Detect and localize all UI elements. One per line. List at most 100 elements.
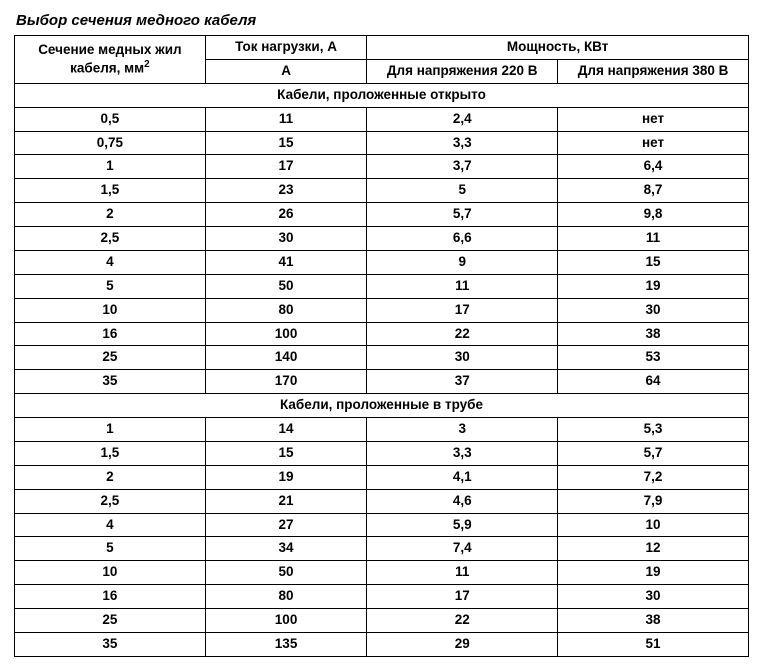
table-row: 0,5112,4нет	[15, 107, 749, 131]
table-cell: 10	[558, 513, 749, 537]
table-cell: 38	[558, 609, 749, 633]
table-row: 251002238	[15, 609, 749, 633]
table-cell: 9,8	[558, 203, 749, 227]
table-cell: 2	[15, 203, 206, 227]
table-cell: 100	[205, 322, 366, 346]
table-cell: 80	[205, 298, 366, 322]
table-row: 5501119	[15, 274, 749, 298]
table-cell: 80	[205, 585, 366, 609]
table-cell: 3,3	[367, 441, 558, 465]
table-cell: 6,6	[367, 227, 558, 251]
table-cell: 0,5	[15, 107, 206, 131]
table-cell: 53	[558, 346, 749, 370]
table-row: 161002238	[15, 322, 749, 346]
table-row: 2,5306,611	[15, 227, 749, 251]
table-cell: 5	[15, 274, 206, 298]
header-380v: Для напряжения 380 В	[558, 59, 749, 83]
table-cell: 51	[558, 632, 749, 656]
table-cell: 5	[15, 537, 206, 561]
table-cell: 25	[15, 609, 206, 633]
table-cell: 10	[15, 561, 206, 585]
table-cell: 9	[367, 250, 558, 274]
table-cell: 16	[15, 585, 206, 609]
table-cell: 30	[367, 346, 558, 370]
table-cell: 2,5	[15, 227, 206, 251]
table-cell: 15	[205, 441, 366, 465]
header-cross-section-line2: кабеля, мм	[70, 60, 144, 75]
table-cell: 19	[558, 561, 749, 585]
section-label: Кабели, проложенные открыто	[15, 83, 749, 107]
table-cell: 10	[15, 298, 206, 322]
table-cell: 23	[205, 179, 366, 203]
table-row: 11435,3	[15, 418, 749, 442]
table-cell: 3,7	[367, 155, 558, 179]
table-cell: нет	[558, 131, 749, 155]
header-cross-section: Сечение медных жил кабеля, мм2	[15, 36, 206, 84]
table-cell: 7,9	[558, 489, 749, 513]
table-row: 2194,17,2	[15, 465, 749, 489]
table-row: 2,5214,67,9	[15, 489, 749, 513]
table-cell: нет	[558, 107, 749, 131]
table-cell: 1	[15, 418, 206, 442]
table-cell: 4,1	[367, 465, 558, 489]
table-row: 16801730	[15, 585, 749, 609]
table-row: 1,52358,7	[15, 179, 749, 203]
table-cell: 34	[205, 537, 366, 561]
table-cell: 3,3	[367, 131, 558, 155]
table-cell: 50	[205, 274, 366, 298]
table-row: 0,75153,3нет	[15, 131, 749, 155]
header-cross-section-line1: Сечение медных жил	[38, 42, 181, 57]
table-cell: 19	[205, 465, 366, 489]
table-row: 1,5153,35,7	[15, 441, 749, 465]
table-cell: 11	[205, 107, 366, 131]
page-title: Выбор сечения медного кабеля	[16, 12, 749, 29]
table-cell: 170	[205, 370, 366, 394]
table-cell: 29	[367, 632, 558, 656]
table-cell: 17	[205, 155, 366, 179]
table-row: 10501119	[15, 561, 749, 585]
table-row: 351352951	[15, 632, 749, 656]
cable-table: Сечение медных жил кабеля, мм2 Ток нагру…	[14, 35, 749, 657]
table-cell: 2,4	[367, 107, 558, 131]
table-header: Сечение медных жил кабеля, мм2 Ток нагру…	[15, 36, 749, 84]
table-cell: 3	[367, 418, 558, 442]
header-load-current: Ток нагрузки, А	[205, 36, 366, 60]
table-cell: 35	[15, 632, 206, 656]
table-cell: 135	[205, 632, 366, 656]
header-220v: Для напряжения 220 В	[367, 59, 558, 83]
table-cell: 21	[205, 489, 366, 513]
table-cell: 38	[558, 322, 749, 346]
table-row: 251403053	[15, 346, 749, 370]
table-cell: 30	[558, 585, 749, 609]
table-cell: 4	[15, 513, 206, 537]
header-amperes: А	[205, 59, 366, 83]
table-cell: 17	[367, 585, 558, 609]
table-cell: 2	[15, 465, 206, 489]
table-cell: 25	[15, 346, 206, 370]
table-cell: 7,4	[367, 537, 558, 561]
table-cell: 30	[558, 298, 749, 322]
table-cell: 16	[15, 322, 206, 346]
table-row: 351703764	[15, 370, 749, 394]
table-cell: 22	[367, 609, 558, 633]
table-cell: 17	[367, 298, 558, 322]
table-cell: 14	[205, 418, 366, 442]
table-cell: 140	[205, 346, 366, 370]
table-cell: 35	[15, 370, 206, 394]
table-body: Кабели, проложенные открыто0,5112,4нет0,…	[15, 83, 749, 656]
table-cell: 4	[15, 250, 206, 274]
section-label: Кабели, проложенные в трубе	[15, 394, 749, 418]
table-cell: 26	[205, 203, 366, 227]
table-cell: 5	[367, 179, 558, 203]
table-cell: 1,5	[15, 179, 206, 203]
table-cell: 11	[367, 274, 558, 298]
table-cell: 1,5	[15, 441, 206, 465]
table-cell: 41	[205, 250, 366, 274]
table-cell: 5,9	[367, 513, 558, 537]
table-cell: 27	[205, 513, 366, 537]
table-cell: 2,5	[15, 489, 206, 513]
header-power: Мощность, КВт	[367, 36, 749, 60]
table-cell: 64	[558, 370, 749, 394]
table-cell: 11	[558, 227, 749, 251]
table-cell: 5,7	[558, 441, 749, 465]
